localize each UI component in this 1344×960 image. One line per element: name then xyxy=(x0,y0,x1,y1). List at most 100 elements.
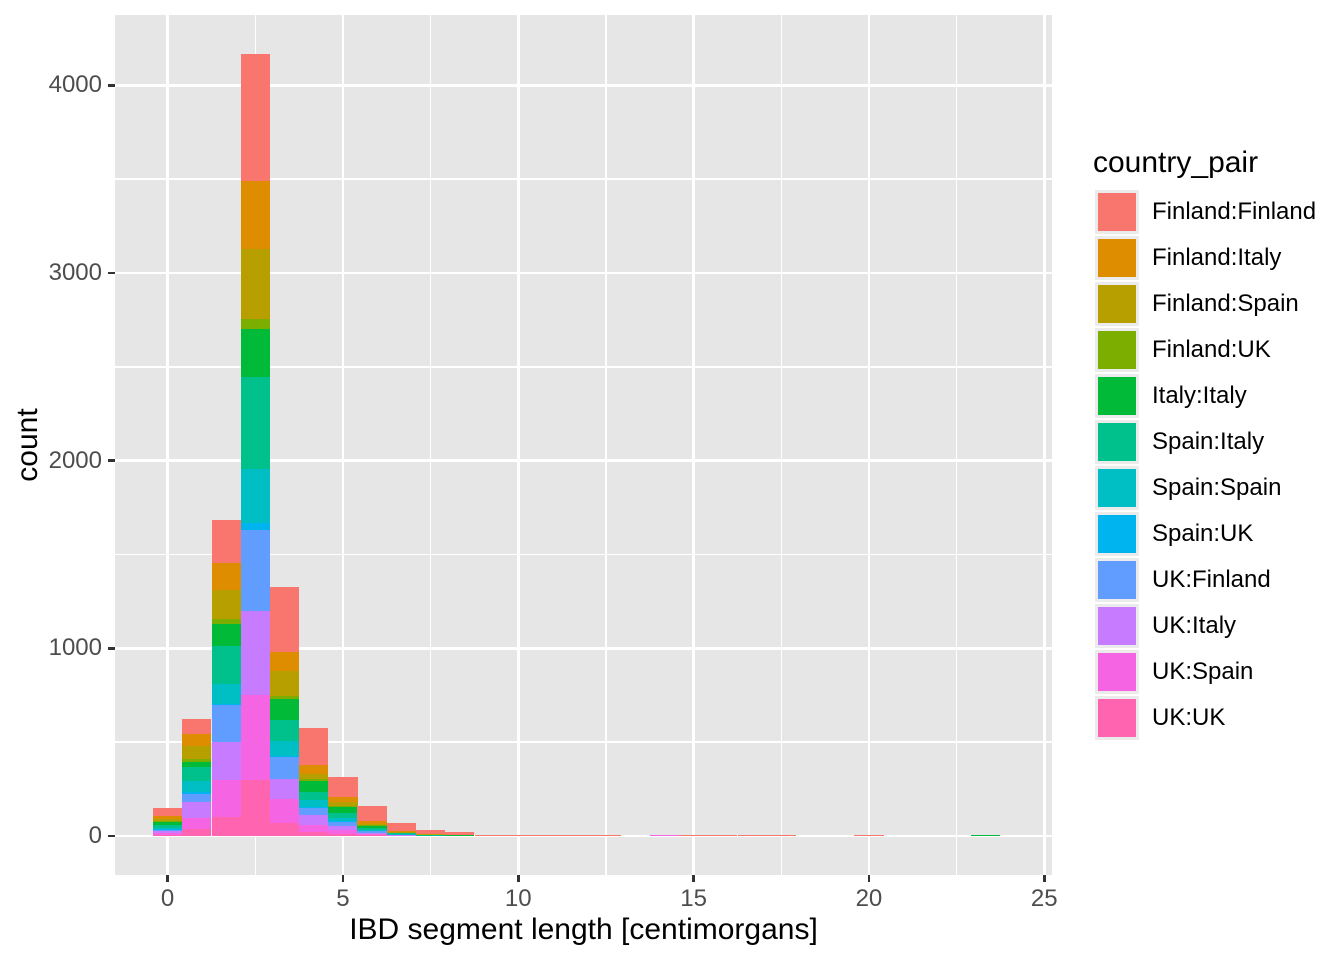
x-tick-label: 10 xyxy=(504,885,532,912)
x-major-gridline xyxy=(867,15,871,875)
legend-label: UK:UK xyxy=(1152,704,1226,731)
bar-segment xyxy=(269,823,299,836)
x-axis-tick xyxy=(1043,875,1046,882)
x-major-gridline xyxy=(692,15,695,875)
y-major-gridline xyxy=(115,459,1052,463)
y-minor-gridline xyxy=(115,178,1052,180)
x-axis-tick xyxy=(517,875,520,882)
bar-segment xyxy=(269,757,299,779)
bar-segment xyxy=(766,835,796,836)
bar-segment xyxy=(152,808,183,816)
bar-segment xyxy=(386,833,417,834)
bar-segment xyxy=(152,815,183,820)
bar-segment xyxy=(386,834,417,836)
legend-swatch-spain-uk xyxy=(1098,515,1136,553)
legend-label: UK:Finland xyxy=(1152,566,1271,593)
bar-segment xyxy=(182,792,212,794)
bar-segment xyxy=(182,758,212,763)
bar-segment xyxy=(328,801,358,806)
bar-segment xyxy=(240,779,270,836)
bar-segment xyxy=(240,319,270,330)
bar-segment xyxy=(357,820,387,824)
bar-segment xyxy=(152,824,183,828)
bar-segment xyxy=(357,834,387,836)
x-axis-tick xyxy=(166,875,169,882)
legend-key xyxy=(1095,374,1139,418)
legend-swatch-finland-italy xyxy=(1098,239,1136,277)
x-axis-tick xyxy=(867,875,871,882)
y-tick-label: 4000 xyxy=(48,71,102,99)
bar-segment xyxy=(474,834,504,836)
bar-segment xyxy=(328,796,358,802)
bar-segment xyxy=(182,733,212,746)
plot-panel xyxy=(115,15,1052,875)
bar-segment xyxy=(152,827,183,830)
bar-segment xyxy=(386,833,417,835)
y-major-gridline xyxy=(115,646,1052,650)
bar-segment xyxy=(386,834,417,836)
bar-segment xyxy=(182,780,212,793)
bar-segment xyxy=(152,819,183,822)
bar-segment xyxy=(357,823,387,826)
bar-segment xyxy=(299,773,329,780)
y-minor-gridline xyxy=(115,366,1052,368)
bar-segment xyxy=(649,835,680,836)
x-axis-tick xyxy=(692,875,695,882)
bar-segment xyxy=(299,807,329,815)
y-minor-gridline xyxy=(115,741,1052,743)
legend-key xyxy=(1095,604,1139,648)
bar-segment xyxy=(386,823,417,831)
bar-segment xyxy=(415,830,446,834)
legend-swatch-finland-finland xyxy=(1098,193,1136,231)
bar-segment xyxy=(328,830,358,834)
y-axis-tick xyxy=(108,834,115,838)
bar-segment xyxy=(328,820,358,822)
legend-swatch-uk-italy xyxy=(1098,607,1136,645)
legend-key xyxy=(1095,696,1139,740)
bar-segment xyxy=(445,834,475,836)
bar-segment xyxy=(357,825,387,829)
y-tick-label: 0 xyxy=(88,821,102,849)
y-axis-tick xyxy=(108,84,115,87)
bar-segment xyxy=(299,832,329,836)
bar-segment xyxy=(211,619,241,624)
bar-segment xyxy=(708,835,738,836)
bar-segment xyxy=(152,833,183,835)
bar-segment xyxy=(415,835,446,836)
legend-key xyxy=(1095,466,1139,510)
legend-label: Spain:Italy xyxy=(1152,428,1265,455)
bar-segment xyxy=(182,762,212,768)
y-major-gridline xyxy=(115,83,1052,87)
legend-swatch-italy-italy xyxy=(1098,377,1136,415)
bar-segment xyxy=(328,805,358,807)
legend-swatch-uk-uk xyxy=(1098,699,1136,737)
x-minor-gridline xyxy=(429,15,432,875)
x-tick-label: 0 xyxy=(160,885,175,912)
bar-segment xyxy=(211,816,241,836)
legend-key xyxy=(1095,558,1139,602)
bar-segment xyxy=(240,181,270,250)
bar-segment xyxy=(503,834,533,836)
bar-segment xyxy=(299,727,329,765)
bar-segment xyxy=(211,683,241,704)
x-major-gridline xyxy=(166,15,169,875)
bar-segment xyxy=(211,623,241,647)
bar-segment xyxy=(211,705,241,743)
y-tick-label: 3000 xyxy=(48,259,102,287)
bar-segment xyxy=(328,833,358,836)
bar-segment xyxy=(299,806,329,808)
bar-segment xyxy=(328,777,358,797)
legend-swatch-finland-spain xyxy=(1098,285,1136,323)
x-axis-tick xyxy=(341,875,345,882)
x-axis-title: IBD segment length [centimorgans] xyxy=(349,913,818,946)
bar-segment xyxy=(269,587,299,652)
bar-segment xyxy=(211,520,241,563)
bar-segment xyxy=(211,590,241,620)
legend-key xyxy=(1095,420,1139,464)
bar-segment xyxy=(415,834,446,836)
legend-key xyxy=(1095,328,1139,372)
bar-segment xyxy=(240,249,270,320)
legend-label: Finland:Italy xyxy=(1152,244,1282,271)
x-tick-label: 15 xyxy=(680,885,707,912)
